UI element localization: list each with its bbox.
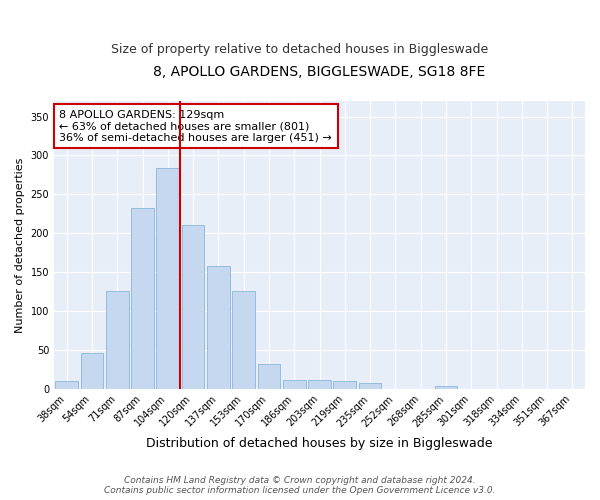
Bar xyxy=(157,168,179,389)
Bar xyxy=(207,266,230,389)
Bar xyxy=(334,381,356,389)
Bar xyxy=(182,224,205,389)
Bar xyxy=(308,380,331,389)
Bar xyxy=(106,291,128,389)
Bar xyxy=(257,364,280,389)
Text: 8 APOLLO GARDENS: 129sqm
← 63% of detached houses are smaller (801)
36% of semi-: 8 APOLLO GARDENS: 129sqm ← 63% of detach… xyxy=(59,110,332,143)
Title: 8, APOLLO GARDENS, BIGGLESWADE, SG18 8FE: 8, APOLLO GARDENS, BIGGLESWADE, SG18 8FE xyxy=(154,65,485,79)
Bar xyxy=(232,291,255,389)
Y-axis label: Number of detached properties: Number of detached properties xyxy=(15,157,25,332)
Bar xyxy=(359,384,382,389)
Text: Contains HM Land Registry data © Crown copyright and database right 2024.
Contai: Contains HM Land Registry data © Crown c… xyxy=(104,476,496,495)
Text: Size of property relative to detached houses in Biggleswade: Size of property relative to detached ho… xyxy=(112,42,488,56)
Bar xyxy=(55,381,78,389)
Bar xyxy=(80,353,103,389)
X-axis label: Distribution of detached houses by size in Biggleswade: Distribution of detached houses by size … xyxy=(146,437,493,450)
Bar xyxy=(434,386,457,389)
Bar xyxy=(131,208,154,389)
Bar xyxy=(283,380,305,389)
